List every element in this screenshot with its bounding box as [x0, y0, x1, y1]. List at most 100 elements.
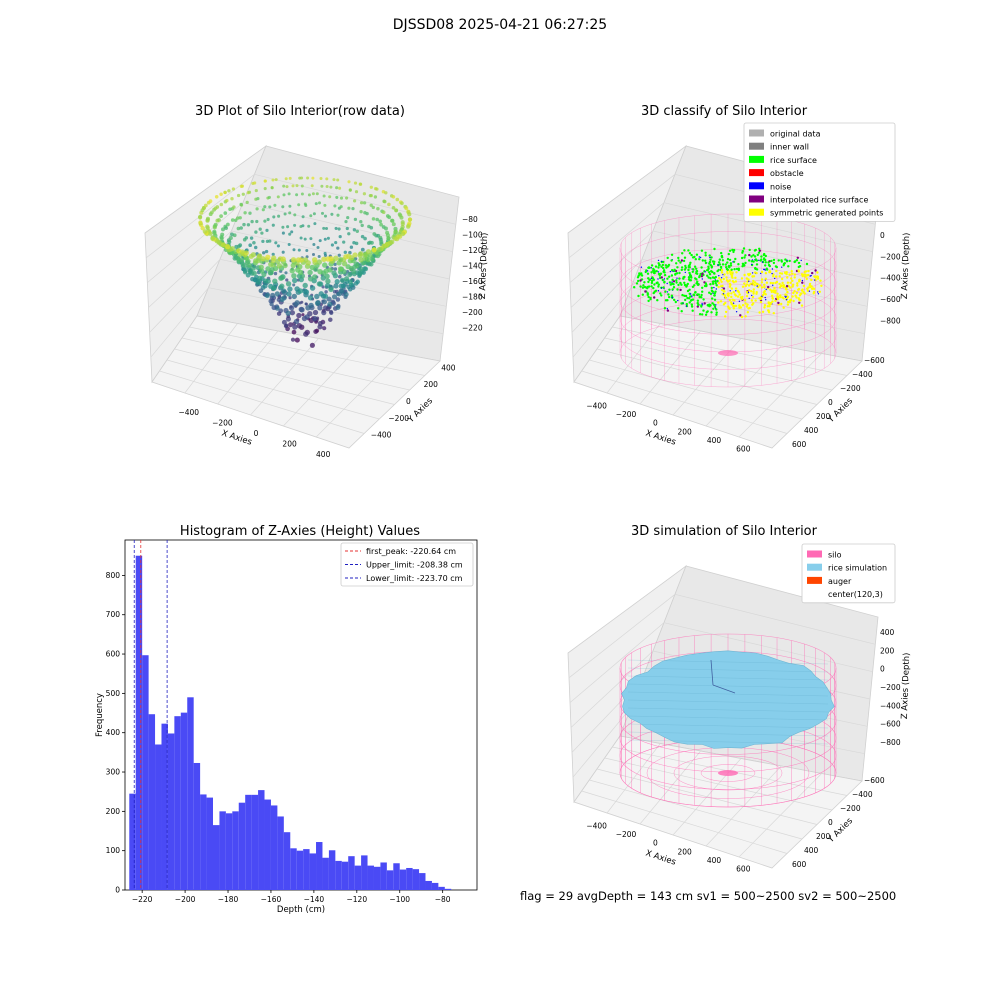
p1-point — [336, 246, 340, 250]
p1-point — [330, 243, 334, 247]
p2-point — [799, 292, 802, 296]
p2-point — [782, 284, 785, 287]
p1-point — [244, 236, 249, 240]
p1-point — [307, 193, 311, 197]
p2-point — [786, 303, 790, 306]
p1-point — [348, 188, 352, 192]
p1-point — [291, 329, 297, 335]
p1-point — [322, 262, 328, 268]
p1-point — [400, 231, 406, 237]
p2-point — [792, 291, 795, 295]
p2-1-legend-swatch — [749, 195, 764, 203]
p1-point — [268, 239, 272, 243]
p4-mesh-line — [627, 683, 829, 689]
p1-point — [339, 196, 344, 200]
p1-point — [323, 203, 327, 207]
p1-point — [313, 222, 317, 226]
p1-point — [324, 282, 331, 289]
p3-hist-bar — [361, 855, 368, 890]
p2-point — [698, 258, 701, 261]
p2-point — [800, 259, 802, 262]
p2-point — [682, 277, 685, 280]
p2-point — [680, 302, 683, 305]
p2-point — [695, 267, 698, 270]
p1-z-tick: −120 — [462, 246, 483, 255]
p2-point — [659, 292, 662, 295]
p1-point — [369, 185, 373, 189]
p2-point — [694, 258, 697, 261]
p2-point — [686, 296, 689, 300]
p1-point — [337, 227, 341, 231]
p2-point — [781, 281, 784, 285]
p2-point — [817, 293, 820, 295]
panel3-histogram: −220 −200 −180 −160 −140 −120 −100 −80 0 100 200 30… — [95, 539, 478, 915]
p1-point — [354, 190, 359, 194]
p2-point — [690, 253, 693, 257]
p1-z-tick: −100 — [462, 230, 483, 239]
p2-point — [753, 255, 757, 258]
p2-point — [693, 284, 696, 287]
p4-z-tick: −400 — [880, 701, 901, 710]
p1-point — [309, 237, 313, 241]
p1-point — [333, 283, 339, 289]
p1-point — [359, 201, 364, 205]
p2-point — [760, 281, 764, 284]
p2-point — [675, 281, 678, 284]
p2-point — [751, 294, 753, 297]
p4-z-axis-label: Z Axies (Depth) — [900, 652, 912, 719]
p2-point — [763, 306, 766, 309]
p1-point — [308, 302, 314, 309]
p2-point — [819, 279, 822, 282]
p2-point — [707, 276, 710, 279]
p1-point — [223, 190, 227, 195]
p1-point — [226, 222, 230, 227]
p2-point — [688, 252, 692, 255]
p1-point — [315, 300, 321, 306]
p1-point — [391, 205, 396, 210]
p1-point — [328, 286, 334, 293]
p2-1-legend-label: original data — [770, 130, 821, 139]
p2-point — [640, 274, 644, 277]
p1-point — [343, 254, 349, 260]
p1-point — [287, 286, 293, 292]
p1-point — [328, 317, 333, 322]
p3-hist-bar — [444, 888, 452, 890]
p2-point — [701, 302, 703, 305]
p2-point — [790, 277, 793, 280]
p1-point — [393, 229, 398, 234]
p2-point — [666, 282, 668, 285]
p3-hist-bar — [399, 869, 407, 890]
panel2-3d-classify: −400 −200 0 200 400 600 600 400 200 0 −200 −400 −600… — [567, 122, 912, 454]
p3-hist-bar — [341, 861, 349, 890]
p2-point — [670, 259, 673, 262]
p2-point — [767, 311, 771, 314]
p4-auger-base — [718, 770, 738, 776]
p2-point — [780, 272, 784, 275]
p1-point-cloud — [198, 176, 413, 348]
p1-point — [265, 239, 270, 244]
p1-point — [236, 193, 241, 198]
p2-y-tick: −200 — [840, 384, 861, 393]
p2-point — [741, 304, 745, 307]
p1-point — [274, 291, 280, 297]
p3-y-tick-label: 200 — [106, 807, 121, 816]
p1-point — [284, 271, 288, 275]
p2-point — [697, 303, 700, 307]
p2-point — [762, 253, 766, 257]
p1-point — [262, 251, 266, 255]
p2-point — [768, 270, 771, 274]
p1-point — [334, 278, 340, 285]
p1-point — [387, 215, 392, 220]
p2-point — [810, 285, 813, 288]
p1-point — [311, 176, 315, 180]
p2-point — [732, 307, 735, 310]
p1-point — [274, 241, 278, 245]
p1-point — [369, 203, 373, 207]
p4-wall-grid — [663, 622, 873, 673]
p2-point — [741, 295, 744, 299]
p4-mesh-line — [627, 675, 829, 681]
p1-point — [262, 283, 268, 289]
p1-point — [314, 202, 318, 206]
p2-point — [750, 290, 753, 293]
p1-point — [255, 207, 259, 211]
